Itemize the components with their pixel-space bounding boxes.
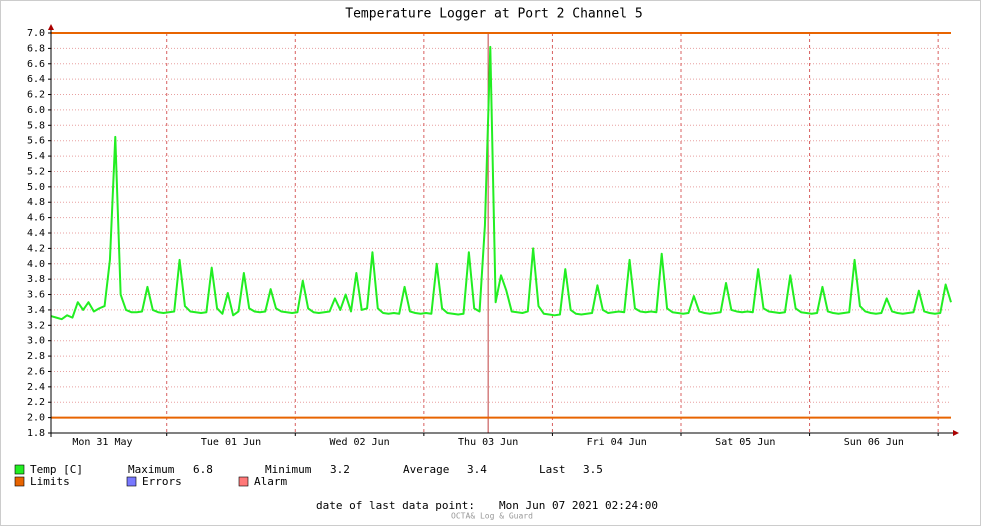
y-tick-label: 3.8 [27, 274, 45, 285]
stat-value: 3.2 [330, 463, 350, 476]
y-tick-label: 2.6 [27, 366, 45, 377]
stat-value: 3.4 [467, 463, 487, 476]
y-tick-label: 1.8 [27, 428, 45, 439]
y-tick-label: 2.8 [27, 351, 45, 362]
stat-label: Last [539, 463, 566, 476]
footer-date: Mon Jun 07 2021 02:24:00 [499, 499, 658, 512]
y-tick-label: 6.0 [27, 105, 45, 116]
y-tick-label: 2.4 [27, 382, 45, 393]
grid: 1.8 2.0 2.2 2.4 2.6 2.8 3.0 3.2 3.4 3.6 3.8 4.0 4.2 4… [27, 28, 951, 448]
y-tick-label: 4.2 [27, 243, 45, 254]
legend-swatch [14, 476, 25, 487]
y-tick-label: 5.2 [27, 166, 45, 177]
x-tick-label: Tue 01 Jun [201, 437, 261, 448]
chart-title: Temperature Logger at Port 2 Channel 5 [345, 7, 642, 22]
legend-label: Alarm [254, 475, 287, 488]
y-tick-label: 4.6 [27, 213, 45, 224]
x-tick-label: Sun 06 Jun [844, 437, 904, 448]
y-tick-label: 4.8 [27, 197, 45, 208]
y-tick-label: 4.0 [27, 259, 45, 270]
footer-label: date of last data point: [316, 499, 475, 512]
legend-label: Errors [142, 475, 182, 488]
y-tick-label: 3.2 [27, 320, 45, 331]
x-arrow [953, 430, 959, 436]
y-tick-label: 3.4 [27, 305, 45, 316]
series-line [50, 45, 952, 321]
y-tick-label: 2.2 [27, 397, 45, 408]
stat-value: 6.8 [193, 463, 213, 476]
legend-swatch [126, 476, 137, 487]
y-tick-label: 3.6 [27, 290, 45, 301]
y-arrow [48, 24, 54, 30]
stat-value: 3.5 [583, 463, 603, 476]
legend-label: Limits [30, 475, 70, 488]
y-tick-label: 5.0 [27, 182, 45, 193]
y-tick-label: 5.8 [27, 120, 45, 131]
marks [50, 32, 952, 419]
y-tick-label: 6.6 [27, 59, 45, 70]
stat-label: Minimum [265, 463, 312, 476]
y-tick-label: 6.4 [27, 74, 45, 85]
y-tick-label: 6.2 [27, 90, 45, 101]
credit: OCTA& Log & Guard [451, 512, 533, 521]
y-tick-label: 2.0 [27, 413, 45, 424]
x-tick-label: Sat 05 Jun [715, 437, 775, 448]
legend-label: Temp [C] [30, 463, 83, 476]
stat-label: Maximum [128, 463, 175, 476]
y-tick-label: 3.0 [27, 336, 45, 347]
y-tick-label: 5.6 [27, 136, 45, 147]
x-tick-label: Thu 03 Jun [458, 437, 518, 448]
y-tick-label: 4.4 [27, 228, 45, 239]
y-tick-label: 6.8 [27, 43, 45, 54]
y-tick-label: 5.4 [27, 151, 45, 162]
x-tick-label: Fri 04 Jun [587, 437, 647, 448]
stat-label: Average [403, 463, 449, 476]
legend-swatch [238, 476, 249, 487]
legend-swatch [14, 464, 25, 475]
legend: Temp [C] Maximum 6.8 Minimum 3.2 Average 3.4 La… [14, 463, 603, 488]
x-tick-label: Mon 31 May [72, 437, 132, 448]
y-tick-label: 7.0 [27, 28, 45, 39]
x-tick-label: Wed 02 Jun [329, 437, 389, 448]
